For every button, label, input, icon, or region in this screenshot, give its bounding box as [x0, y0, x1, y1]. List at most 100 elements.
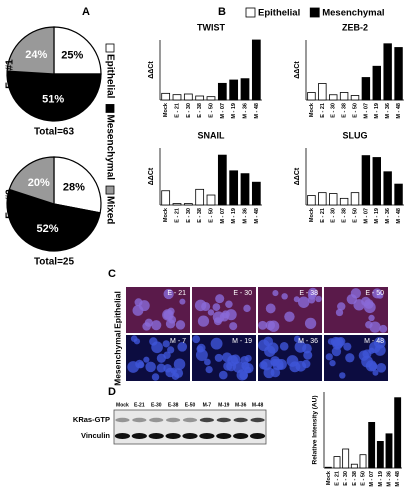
bar	[240, 173, 250, 206]
bar	[229, 170, 239, 206]
lane-label: E-50	[185, 402, 196, 408]
bar	[307, 92, 316, 101]
legend-label: Mesenchymal	[322, 8, 384, 19]
nucleus	[330, 336, 341, 347]
nucleus	[315, 295, 322, 303]
x-tick-label: Mock	[309, 102, 315, 117]
nucleus	[207, 309, 215, 316]
x-tick-label: M - 36	[242, 103, 248, 119]
image-label: M - 48	[364, 338, 384, 345]
nucleus	[177, 341, 188, 352]
bar	[217, 82, 227, 101]
x-tick-label: M - 07	[220, 103, 226, 119]
nucleus	[302, 343, 312, 354]
image-label: E - 50	[365, 290, 384, 297]
pie-slice	[6, 70, 102, 122]
bar	[251, 39, 261, 101]
nucleus	[376, 362, 387, 373]
x-tick-label: E - 21	[174, 103, 180, 118]
nucleus	[293, 296, 300, 303]
nucleus	[212, 303, 221, 311]
row-label: Mesenchymal	[112, 330, 122, 386]
x-tick-label: E - 38	[342, 103, 348, 118]
band	[199, 417, 214, 423]
lane-label: E-21	[134, 402, 145, 408]
bar	[161, 190, 171, 206]
nucleus	[134, 298, 143, 307]
legend-label: Epithelial	[258, 8, 300, 19]
bar	[195, 188, 205, 206]
band	[132, 417, 147, 423]
x-tick-label: E - 50	[352, 208, 358, 223]
slice-label: 51%	[42, 94, 64, 106]
bar	[195, 95, 205, 101]
image-label: M - 19	[232, 338, 252, 345]
nucleus	[143, 356, 150, 363]
nucleus	[192, 335, 201, 344]
nucleus	[162, 340, 170, 348]
y-axis-label: ΔΔCt	[148, 61, 155, 79]
bar	[361, 155, 371, 206]
bar	[206, 194, 216, 206]
bar	[333, 456, 341, 469]
nucleus	[293, 335, 301, 343]
bar	[172, 94, 182, 101]
nucleus	[343, 342, 352, 351]
blot-row-label: Vinculin	[81, 431, 110, 440]
band	[166, 417, 181, 423]
pie-slice	[6, 26, 55, 75]
nucleus	[297, 296, 310, 308]
nucleus	[270, 358, 279, 367]
nucleus	[272, 290, 279, 297]
legend-swatch	[105, 185, 115, 195]
nucleus	[265, 303, 276, 314]
chart-title: SNAIL	[198, 130, 226, 140]
chart-title: SLUG	[342, 130, 367, 140]
bar	[383, 171, 392, 206]
nucleus	[263, 367, 275, 379]
nucleus	[363, 299, 374, 309]
legend-swatch	[105, 43, 115, 53]
nucleus	[339, 372, 346, 379]
band	[249, 433, 266, 439]
x-tick-label: M - 36	[386, 471, 392, 487]
band	[216, 417, 231, 423]
legend-swatch	[245, 7, 256, 18]
nucleus	[151, 320, 162, 331]
nucleus	[307, 287, 318, 298]
slice-label: 20%	[28, 177, 50, 189]
x-tick-label: M - 48	[396, 103, 402, 119]
nucleus	[171, 372, 180, 381]
bar	[318, 192, 327, 206]
x-tick-label: E - 21	[334, 471, 340, 486]
nucleus	[215, 294, 225, 304]
bar	[368, 421, 376, 469]
bar	[307, 195, 316, 206]
x-tick-label: M - 36	[385, 103, 391, 119]
nucleus	[173, 358, 186, 370]
y-axis-label: ΔΔCt	[294, 61, 301, 79]
band	[115, 417, 130, 423]
nucleus	[302, 359, 311, 369]
x-tick-label: M - 07	[369, 471, 375, 487]
nucleus	[163, 351, 171, 359]
bar	[161, 92, 171, 101]
band	[148, 433, 164, 439]
band	[233, 417, 248, 423]
bar	[350, 95, 360, 101]
x-tick-label: E - 50	[360, 471, 366, 486]
panel-label: D	[108, 386, 116, 398]
nucleus	[258, 320, 268, 330]
x-tick-label: M - 19	[231, 103, 237, 119]
nucleus	[304, 317, 317, 330]
nucleus	[229, 322, 238, 331]
x-tick-label: Mock	[309, 207, 315, 222]
nucleus	[142, 322, 151, 331]
legend-label: Mesenchymal	[104, 114, 115, 180]
image-label: M - 7	[170, 338, 186, 345]
nucleus	[218, 370, 228, 380]
x-tick-label: Mock	[163, 102, 169, 117]
bar	[342, 448, 350, 469]
x-tick-label: E - 21	[174, 208, 180, 223]
